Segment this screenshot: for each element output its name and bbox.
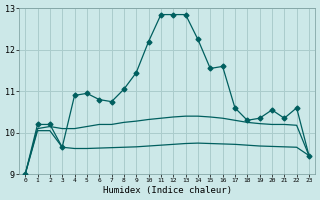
X-axis label: Humidex (Indice chaleur): Humidex (Indice chaleur) <box>103 186 232 195</box>
